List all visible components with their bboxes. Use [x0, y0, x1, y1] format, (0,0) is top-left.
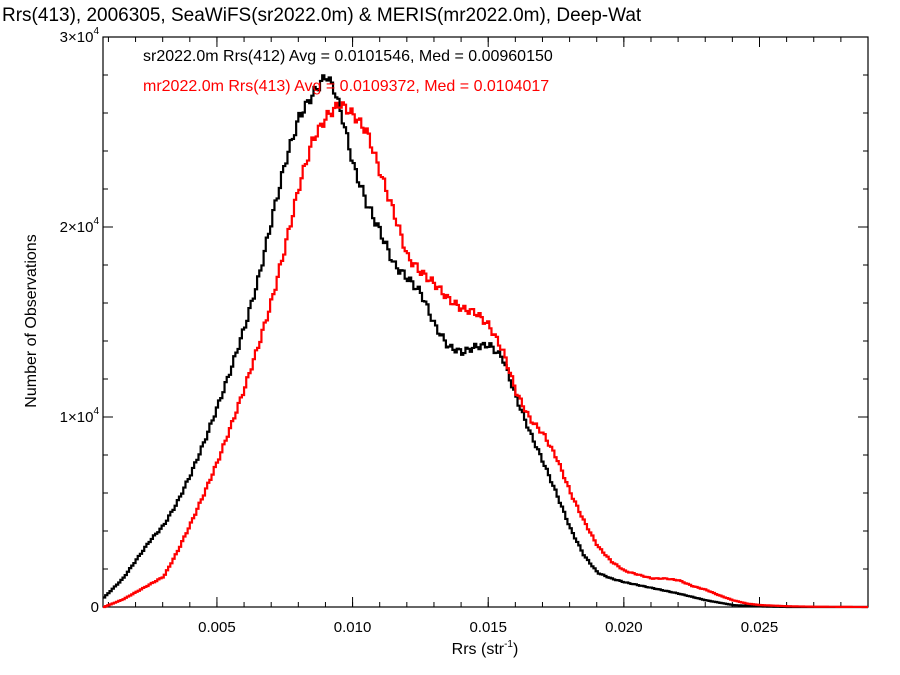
- y-tick-mantissa: 2×10: [60, 219, 94, 236]
- y-axis-label: Number of Observations: [23, 234, 40, 407]
- chart-title: Rrs(413), 2006305, SeaWiFS(sr2022.0m) & …: [2, 5, 642, 26]
- y-tick-exponent: 4: [93, 216, 99, 227]
- x-tick-label: 0.025: [741, 619, 779, 636]
- x-tick-label: 0.020: [605, 619, 643, 636]
- y-tick-mantissa: 3×10: [60, 29, 94, 46]
- x-tick-label: 0.015: [469, 619, 507, 636]
- x-tick-labels: 0.005 0.010 0.015 0.020 0.025: [198, 619, 778, 636]
- x-axis-label-text: Rrs (str: [452, 641, 505, 658]
- annotation-meris: mr2022.0m Rrs(413) Avg = 0.0109372, Med …: [143, 78, 549, 95]
- plot-frame: [102, 36, 869, 608]
- x-tick-label: 0.010: [334, 619, 372, 636]
- x-axis-label: Rrs (str-1): [452, 639, 519, 658]
- x-axis-label-exponent: -1: [504, 639, 513, 650]
- y-tick-label: 2×104: [60, 216, 100, 236]
- tick-marks: [103, 36, 869, 608]
- x-axis-label-close: ): [513, 641, 518, 658]
- annotation-seawifs: sr2022.0m Rrs(412) Avg = 0.0101546, Med …: [143, 48, 553, 65]
- y-tick-mantissa: 1×10: [60, 409, 94, 426]
- y-tick-label: 0: [91, 599, 99, 616]
- y-tick-label: 1×104: [60, 406, 100, 426]
- y-tick-exponent: 4: [93, 406, 99, 417]
- y-tick-exponent: 4: [93, 26, 99, 37]
- series-line-0: [103, 74, 868, 609]
- series-line-1: [103, 101, 869, 609]
- y-tick-label: 3×104: [60, 26, 100, 46]
- series-group: [103, 74, 869, 609]
- y-tick-mantissa: 0: [91, 599, 99, 616]
- x-tick-label: 0.005: [198, 619, 236, 636]
